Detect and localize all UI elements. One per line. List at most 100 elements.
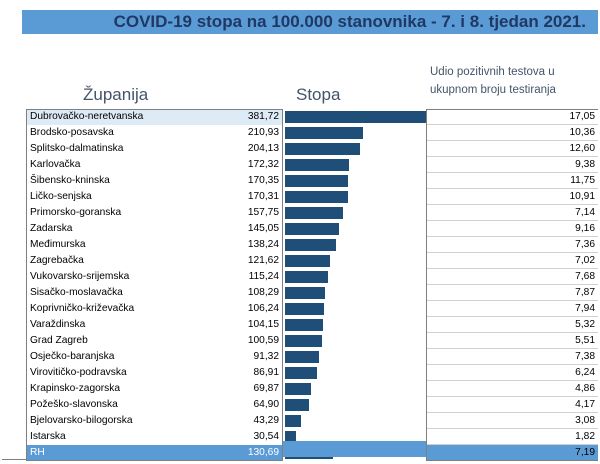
rate-bar xyxy=(285,207,344,219)
table-row: Krapinsko-zagorska 69,87 xyxy=(26,381,283,397)
rate-value: 172,32 xyxy=(247,159,279,170)
positive-share-value: 10,91 xyxy=(569,191,596,202)
county-name: Osječko-baranjska xyxy=(30,351,115,362)
share-row: 7,14 xyxy=(426,205,598,221)
title-bar: COVID-19 stopa na 100.000 stanovnika - 7… xyxy=(22,10,598,34)
table-row: Brodsko-posavska 210,93 xyxy=(26,125,283,141)
share-row: 7,94 xyxy=(426,301,598,317)
rate-value: 157,75 xyxy=(247,207,279,218)
positive-share-value: 10,36 xyxy=(569,127,596,138)
positive-share-value: 9,16 xyxy=(575,223,595,234)
column-header-udio-line1: Udio pozitivnih testova u xyxy=(430,66,555,78)
table-row: Osječko-baranjska 91,32 xyxy=(26,349,283,365)
county-name: Koprivničko-križevačka xyxy=(30,303,135,314)
right-table-border xyxy=(426,109,598,461)
county-name: Međimurska xyxy=(30,239,86,250)
total-row-band xyxy=(283,441,426,457)
rate-bar xyxy=(285,239,337,251)
county-name: Grad Zagreb xyxy=(30,335,88,346)
county-name: Požeško-slavonska xyxy=(30,399,118,410)
table-row: Sisačko-moslavačka 108,29 xyxy=(26,285,283,301)
county-name: Zadarska xyxy=(30,223,73,234)
county-name: Bjelovarsko-bilogorska xyxy=(30,415,133,426)
table-row: Međimurska 138,24 xyxy=(26,237,283,253)
positive-share-value: 4,17 xyxy=(575,399,595,410)
share-row: 7,38 xyxy=(426,349,598,365)
table-row: Varaždinska 104,15 xyxy=(26,317,283,333)
positive-share-value: 17,05 xyxy=(569,111,596,122)
rate-value: 210,93 xyxy=(247,127,279,138)
rate-value: 145,05 xyxy=(247,223,279,234)
rate-value: 170,35 xyxy=(247,175,279,186)
rate-value: 43,29 xyxy=(253,415,280,426)
rate-value: 170,31 xyxy=(247,191,279,202)
positive-share-value: 12,60 xyxy=(569,143,596,154)
county-name: Šibensko-kninska xyxy=(30,175,110,186)
rate-bar xyxy=(285,367,318,379)
positive-share-value: 5,51 xyxy=(575,335,595,346)
share-row: 7,02 xyxy=(426,253,598,269)
positive-share-value: 1,82 xyxy=(575,431,595,442)
county-name: Splitsko-dalmatinska xyxy=(30,143,124,154)
share-row: 7,87 xyxy=(426,285,598,301)
county-name: Karlovačka xyxy=(30,159,81,170)
rate-bar xyxy=(285,303,325,315)
county-name: Zagrebačka xyxy=(30,255,84,266)
rate-value: 91,32 xyxy=(253,351,280,362)
table-row: Istarska 30,54 xyxy=(26,429,283,445)
rate-value: 204,13 xyxy=(247,143,279,154)
positive-share-value: 7,38 xyxy=(575,351,595,362)
county-name: Krapinsko-zagorska xyxy=(30,383,121,394)
share-row: 7,36 xyxy=(426,237,598,253)
table-row: Šibensko-kninska 170,35 xyxy=(26,173,283,189)
share-row: 4,17 xyxy=(426,397,598,413)
rate-bar xyxy=(285,127,363,139)
share-row: 11,75 xyxy=(426,173,598,189)
positive-share-value: 11,75 xyxy=(570,175,595,186)
rate-bar xyxy=(285,383,311,395)
table-row: Dubrovačko-neretvanska 381,72 xyxy=(26,109,283,125)
bottom-rule xyxy=(2,459,26,460)
rate-value: 100,59 xyxy=(247,335,279,346)
share-row: 9,16 xyxy=(426,221,598,237)
rate-bar xyxy=(285,431,297,443)
rate-bar xyxy=(285,319,324,331)
rate-value: 130,69 xyxy=(247,447,279,458)
share-row: 4,86 xyxy=(426,381,598,397)
positive-share-value: 7,02 xyxy=(575,255,595,266)
positive-share-value: 7,87 xyxy=(575,287,595,298)
table-row: Primorsko-goranska 157,75 xyxy=(26,205,283,221)
total-row: RH 130,69 xyxy=(26,445,283,461)
rate-value: 138,24 xyxy=(247,239,279,250)
chart-title: COVID-19 stopa na 100.000 stanovnika - 7… xyxy=(113,12,586,31)
table-row: Požeško-slavonska 64,90 xyxy=(26,397,283,413)
rate-value: 115,24 xyxy=(248,271,279,282)
share-row: 9,38 xyxy=(426,157,598,173)
county-name: Istarska xyxy=(30,431,66,442)
left-table-border xyxy=(26,109,283,461)
share-row: 6,24 xyxy=(426,365,598,381)
table-row: Karlovačka 172,32 xyxy=(26,157,283,173)
rate-bar xyxy=(285,335,323,347)
rate-value: 64,90 xyxy=(253,399,280,410)
county-name: Varaždinska xyxy=(30,319,86,330)
rate-bar xyxy=(285,351,319,363)
positive-share-value: 3,08 xyxy=(575,415,595,426)
rate-bar xyxy=(285,223,339,235)
positive-share-value: 7,36 xyxy=(575,239,595,250)
county-name: Brodsko-posavska xyxy=(30,127,114,138)
rate-bar xyxy=(285,175,348,187)
share-row: 1,82 xyxy=(426,429,598,445)
table-row: Vukovarsko-srijemska 115,24 xyxy=(26,269,283,285)
column-header-zupanija: Županija xyxy=(83,85,149,104)
county-name: RH xyxy=(30,447,45,458)
rate-value: 121,62 xyxy=(247,255,279,266)
share-row: 10,36 xyxy=(426,125,598,141)
county-name: Sisačko-moslavačka xyxy=(30,287,123,298)
positive-share-value: 9,38 xyxy=(575,159,595,170)
rate-value: 108,29 xyxy=(247,287,279,298)
rate-bar xyxy=(285,111,426,123)
positive-share-value: 5,32 xyxy=(575,319,595,330)
rate-bar xyxy=(285,143,361,155)
positive-share-value: 7,94 xyxy=(575,303,595,314)
